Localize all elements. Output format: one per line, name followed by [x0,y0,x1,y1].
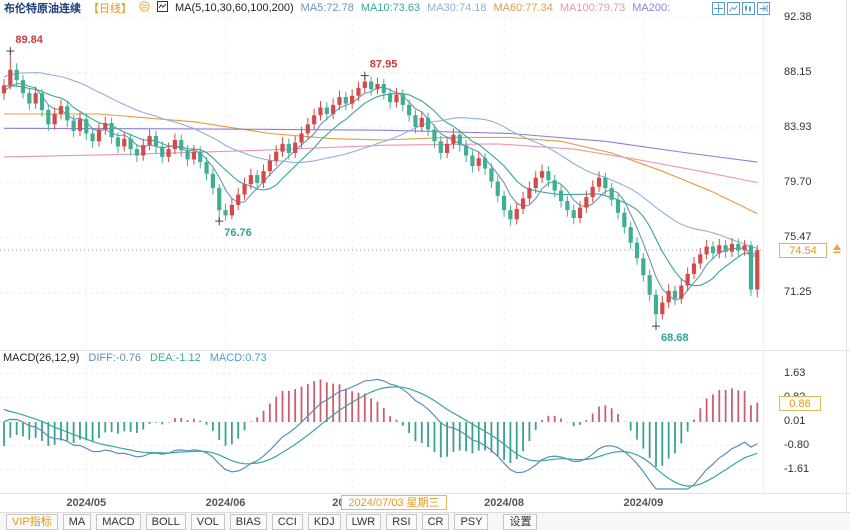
crosshair-date-label: 2024/07/03 星期三 [341,495,447,510]
date-axis-tick: 2024/09 [623,497,664,509]
price-axis-tick: 88.15 [784,66,812,78]
price-alert-icon[interactable] [831,242,843,260]
ma-value-label: MA30:74.18 [427,1,487,14]
tab-boll[interactable]: BOLL [145,513,186,530]
chart-header: 布伦特原油连续 【日线】 MA(5,10,30,60,100,200) MA5:… [4,0,678,15]
tab-vip-indicators[interactable]: VIP指标 [6,513,58,530]
ma-params-label: MA(5,10,30,60,100,200) [175,1,294,14]
macd-axis-tick: -1.61 [784,462,810,475]
tab-settings[interactable]: 设置 [503,513,538,530]
tab-psy[interactable]: PSY [454,513,489,530]
tab-vol[interactable]: VOL [190,513,225,530]
series-line [3,85,758,287]
macd-dea-value: DEA:-1.12 [150,352,201,364]
ma-value-label: MA5:72.78 [300,1,354,14]
period-menu-icon[interactable] [139,0,150,15]
macd-header: MACD(26,12,9) DIFF:-0.76 DEA:-1.12 MACD:… [3,352,267,364]
macd-axis-tick: -0.80 [784,438,810,451]
macd-diff-value: DIFF:-0.76 [88,352,141,364]
macd-histogram [3,379,759,467]
ma-indicator-icon [157,0,168,15]
period-label[interactable]: 【日线】 [88,2,132,15]
price-axis-tick: 71.25 [784,285,812,298]
macd-params-label: MACD(26,12,9) [3,352,80,364]
tab-macd[interactable]: MACD [96,513,141,530]
tab-cci[interactable]: CCI [271,513,303,530]
trendline-icon[interactable] [727,2,740,15]
macd-current-label: 0.86 [779,396,821,411]
price-extreme-label: 89.84 [15,34,43,46]
ma-value-label: MA10:73.63 [360,1,421,14]
macd-axis-tick: 1.63 [784,366,806,379]
tab-lwr[interactable]: LWR [345,513,382,530]
price-extreme-label: 76.76 [224,227,252,239]
date-axis-tick: 2024/05 [66,497,107,509]
price-axis-tick: 92.38 [784,11,812,23]
header-toolbar [712,2,770,15]
ma-value-label: MA60:77.34 [493,1,553,14]
ma-value-label: MA100:79.73 [559,1,626,14]
price-axis-tick: 75.47 [784,230,812,243]
tab-cr[interactable]: CR [421,513,450,530]
macd-axis-tick: 0.01 [784,414,806,427]
ma-values-group: MA5:72.78 MA10:73.63 MA30:74.18 MA60:77.34 M… [301,2,678,14]
price-axis-tick: 79.70 [784,175,812,188]
crosshair-icon[interactable] [712,2,725,15]
series-line [3,386,758,487]
price-extreme-label: 68.68 [661,332,689,344]
tab-rsi[interactable]: RSI [386,513,417,530]
last-price-label: 74.54 [779,243,827,258]
date-axis-tick: 2024/06 [205,497,246,509]
go-latest-icon[interactable] [757,2,770,15]
series-line [3,72,758,249]
macd-bar-value: MACD:0.73 [209,352,267,364]
date-axis-tick: 2024/08 [484,497,524,509]
price-axis-tick: 83.93 [784,120,812,133]
instrument-title: 布伦特原油连续 [4,2,81,15]
tab-bias[interactable]: BIAS [229,513,267,530]
kline-icon[interactable] [742,2,755,15]
series-line [3,82,758,301]
tab-ma[interactable]: MA [62,513,92,530]
indicator-toolbar: VIP指标 MA MACD BOLL VOL BIAS CCI KDJ LWR RSI CR PSY 设… [0,512,850,530]
series-line [3,143,758,184]
series-line [3,378,758,490]
ma-value-label: MA200: [632,1,671,14]
tab-kdj[interactable]: KDJ [307,513,341,530]
price-extreme-label: 87.95 [370,59,398,71]
candlestick-series [1,51,760,327]
